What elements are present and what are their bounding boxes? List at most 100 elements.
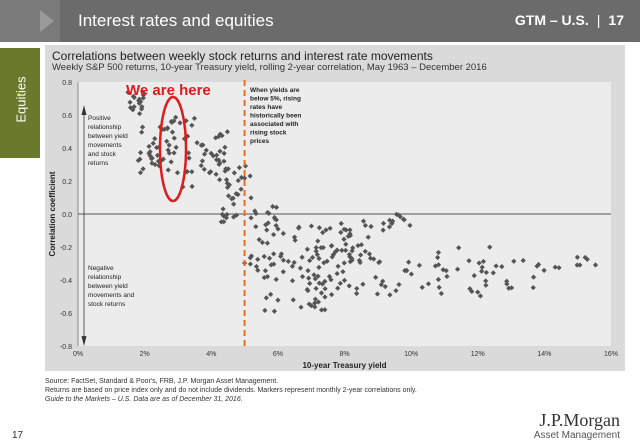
data-point <box>479 268 485 274</box>
page-title: Interest rates and equities <box>78 11 274 30</box>
data-point <box>432 263 439 269</box>
data-point <box>313 244 319 251</box>
data-point <box>236 165 242 171</box>
data-point <box>125 89 131 95</box>
data-point <box>271 214 278 221</box>
data-point <box>252 208 258 214</box>
data-point <box>401 217 407 223</box>
header-region: GTM – U.S. | 17 <box>515 12 624 28</box>
data-point <box>506 285 512 291</box>
data-point <box>221 150 227 156</box>
data-point <box>280 257 287 263</box>
data-point <box>350 245 356 251</box>
data-point <box>425 281 432 287</box>
data-point <box>305 268 311 274</box>
data-point <box>164 125 171 131</box>
footnote-source: Source: FactSet, Standard & Poor's, FRB,… <box>45 378 279 385</box>
data-point <box>152 161 158 168</box>
y-tick-label: 0.4 <box>62 146 72 153</box>
data-point <box>263 295 269 301</box>
data-point <box>189 183 195 190</box>
data-point <box>233 191 239 197</box>
data-point <box>338 220 344 227</box>
data-point <box>152 136 158 142</box>
data-point <box>312 300 318 306</box>
data-point <box>304 246 310 252</box>
data-point <box>397 214 403 220</box>
data-point <box>224 129 231 135</box>
x-tick-label: 8% <box>339 351 349 358</box>
data-point <box>235 177 241 184</box>
data-point <box>393 288 399 294</box>
data-point <box>471 273 477 279</box>
data-point <box>291 259 297 266</box>
data-point <box>262 268 269 274</box>
data-point <box>435 276 442 283</box>
below5-annotation-line: historically been <box>250 113 301 120</box>
data-point <box>171 118 177 124</box>
data-point <box>306 275 312 281</box>
data-point <box>270 203 276 210</box>
data-point <box>389 220 395 227</box>
data-point <box>357 259 363 266</box>
x-tick-label: 14% <box>537 351 551 358</box>
data-point <box>328 277 334 283</box>
data-point <box>435 254 441 261</box>
data-point <box>477 293 484 299</box>
data-point <box>341 226 347 232</box>
y-tick-label: -0.4 <box>60 278 72 285</box>
data-point <box>265 209 271 216</box>
data-point <box>356 257 362 264</box>
data-point <box>139 104 145 110</box>
data-point <box>253 224 259 230</box>
data-point <box>248 195 254 201</box>
y-axis-label: Correlation coefficient <box>48 171 57 256</box>
header-divider: | <box>596 12 601 28</box>
footnote-returns: Returns are based on price index only an… <box>45 387 417 394</box>
data-point <box>326 273 333 280</box>
data-point <box>231 214 237 220</box>
data-point <box>173 144 179 150</box>
data-point <box>436 284 442 290</box>
data-point <box>469 288 475 295</box>
data-point <box>223 215 229 221</box>
data-point <box>349 255 355 261</box>
data-point <box>520 257 526 264</box>
data-point <box>508 285 515 291</box>
x-tick-label: 2% <box>140 351 150 358</box>
data-point <box>382 284 388 290</box>
data-point <box>280 269 286 275</box>
data-point <box>191 115 198 121</box>
data-point <box>226 182 233 188</box>
data-point <box>213 171 219 177</box>
data-point <box>198 142 204 148</box>
data-point <box>316 280 322 286</box>
data-point <box>173 114 179 120</box>
data-point <box>297 265 304 271</box>
data-point <box>289 263 295 269</box>
data-point <box>131 94 137 101</box>
data-point <box>406 259 412 265</box>
data-point <box>168 159 174 165</box>
negative-annotation-line: relationship <box>88 274 122 281</box>
data-point <box>347 231 353 237</box>
data-point <box>343 241 349 247</box>
data-point <box>367 255 374 261</box>
data-point <box>262 307 268 314</box>
data-point <box>535 261 542 268</box>
data-point <box>354 285 360 292</box>
data-point <box>358 242 365 248</box>
below5-annotation-line: rising stock <box>250 130 287 137</box>
x-tick-label: 6% <box>273 351 283 358</box>
data-point <box>380 220 387 226</box>
data-point <box>582 254 588 261</box>
data-point <box>483 282 489 288</box>
data-point <box>189 122 195 128</box>
negative-annotation-line: between yield <box>88 283 128 290</box>
data-point <box>307 257 313 264</box>
data-point <box>313 285 319 292</box>
data-point <box>305 287 311 294</box>
data-point <box>483 278 489 284</box>
data-point <box>135 157 141 164</box>
data-point <box>577 262 583 268</box>
